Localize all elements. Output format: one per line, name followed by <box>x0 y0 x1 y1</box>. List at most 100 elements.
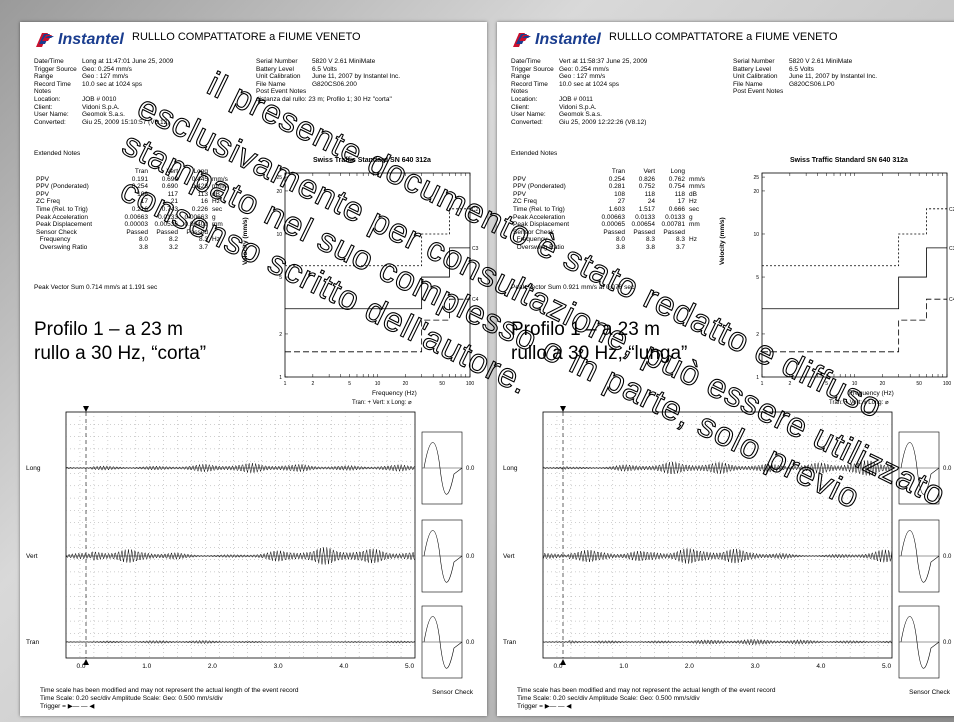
info-value: 5820 V 2.61 MiniMate <box>789 58 853 65</box>
cell-value: 8.3 <box>645 236 655 244</box>
table-row: Time (Rel. to Trig) 0.216 0.743 0.226 sec <box>34 206 230 214</box>
x-tick-label: 1 <box>284 381 287 387</box>
table-row: Peak Acceleration 0.00663 0.0133 0.0133 g <box>511 214 707 222</box>
cell-value: 0.00003 <box>124 221 149 229</box>
cell-value: 0.0133 <box>635 213 655 221</box>
time-tick-label: 1.0 <box>619 663 628 670</box>
info-key: Date/Time <box>511 58 541 65</box>
chart-title: Swiss Traffic Standard SN 640 312a <box>313 157 431 164</box>
time-tick-label: 0.0 <box>76 663 85 670</box>
channel-label-vert: Vert <box>503 553 515 560</box>
cell-value: 0.752 <box>638 183 655 191</box>
cell-value: 118 <box>644 190 655 198</box>
cell-value: 3.8 <box>615 243 625 251</box>
table-row: Time (Rel. to Trig) 1.603 1.517 0.666 sec <box>511 206 707 214</box>
row-label: Peak Displacement <box>513 221 569 229</box>
cell-unit: mm <box>212 221 223 229</box>
limit-line-c3 <box>762 247 947 310</box>
cell-unit: mm/s <box>212 183 228 191</box>
y-tick-label: 5 <box>279 275 282 281</box>
y-tick-label: 2 <box>279 332 282 338</box>
info-value: 6.5 Volts <box>312 65 337 73</box>
chart-legend: Tran: + Vert: x Long: ⌀ <box>829 400 889 406</box>
cell-value: Passed <box>186 228 208 236</box>
cell-value: 0.445 <box>191 175 208 183</box>
info-value: G820CS06.LP0 <box>789 80 835 88</box>
cell-value: 0.0133 <box>158 213 178 221</box>
info-row: Post Event Notes <box>733 88 877 96</box>
row-label: Overswing Ratio <box>36 243 88 251</box>
cell-value: 8.2 <box>168 236 178 244</box>
info-row: Range Geo : 127 mm/s <box>511 73 647 81</box>
info-key: Trigger Source <box>34 65 77 73</box>
channel-label-long: Long <box>503 465 518 472</box>
info-row: Battery Level 6.5 Volts <box>733 66 877 74</box>
sensor-check-curve <box>423 530 463 583</box>
sensor-check-curve <box>423 616 463 669</box>
info-key: User Name: <box>511 111 546 119</box>
measurement-table: Tran Vert Long PPV 0.254 0.826 0.762 mm/s PPV (P… <box>511 168 707 252</box>
table-row: ZC Freq 17 21 16 Hz <box>34 198 230 206</box>
cell-value: 21 <box>170 198 178 206</box>
footer-note: Time scale has been modified and may not… <box>40 687 299 694</box>
peak-vector-sum: Peak Vector Sum 0.714 mm/s at 1.191 sec <box>34 284 158 291</box>
y-tick-label: 25 <box>276 175 282 181</box>
info-value: Vert at 11:58:37 June 25, 2009 <box>559 58 648 65</box>
cell-value: 0.00400 <box>184 221 209 229</box>
chart-legend: Tran: + Vert: x Long: ⌀ <box>352 400 412 406</box>
x-tick-label: 50 <box>916 381 922 387</box>
cell-value: 0.281 <box>608 183 625 191</box>
cell-value: 0.0133 <box>665 213 685 221</box>
cell-value: 0.00663 <box>124 213 149 221</box>
sensor-check-curve <box>900 616 940 669</box>
cell-value: Passed <box>663 228 685 236</box>
x-axis-label: Frequency (Hz) <box>849 390 894 397</box>
x-tick-label: 1 <box>761 381 764 387</box>
row-label: PPV (Ponderated) <box>36 183 89 191</box>
cell-value: 118 <box>674 190 685 198</box>
cell-unit: mm/s <box>212 175 228 183</box>
info-value: June 11, 2007 by Instantel Inc. <box>789 73 878 81</box>
curve-label: C4 <box>472 297 479 303</box>
column-header: Tran <box>134 168 148 175</box>
info-value: JOB # 0011 <box>559 95 593 103</box>
cell-unit: g <box>212 213 216 221</box>
info-row: Trigger Source Geo: 0.254 mm/s <box>511 66 647 74</box>
info-key: Record Time <box>34 80 71 88</box>
y-tick-label: 20 <box>276 189 282 195</box>
cell-value: 8.3 <box>198 236 208 244</box>
sensor-check-curve <box>900 530 940 583</box>
cell-value: 0.00663 <box>184 213 209 221</box>
info-key: User Name: <box>34 111 69 119</box>
waveform-trace-long <box>542 460 893 476</box>
y-tick-label: 20 <box>753 189 759 195</box>
row-label: Sensor Check <box>36 228 77 236</box>
info-row: Unit Calibration June 11, 2007 by Instant… <box>733 73 877 81</box>
info-value: JOB # 0010 <box>82 95 117 103</box>
curve-label: C3 <box>949 246 954 252</box>
cell-value: 3.8 <box>138 243 148 251</box>
waveform-footer: Time scale has been modified and may not… <box>517 687 775 711</box>
row-label: PPV <box>513 175 527 183</box>
profile-line-1: Profilo 1 – a 23 m <box>511 319 660 340</box>
info-key: Battery Level <box>733 65 771 73</box>
column-header: Vert <box>166 168 178 175</box>
footer-scale: Time Scale: 0.20 sec/div Amplitude Scale… <box>517 695 700 702</box>
curve-label: C3 <box>472 246 479 252</box>
cell-unit: sec <box>689 205 700 213</box>
extended-notes-label: Extended Notes <box>34 150 81 157</box>
profile-line-2: rullo a 30 Hz, “lunga” <box>511 343 688 364</box>
info-value: 5820 V 2.61 MiniMate <box>312 58 376 65</box>
table-row: PPV 108 118 118 dB <box>511 191 707 199</box>
cell-value: 0.254 <box>131 183 148 191</box>
cell-unit: Hz <box>212 198 220 206</box>
cell-unit: mm <box>689 221 700 229</box>
cell-value: 0.254 <box>608 175 625 183</box>
info-value: Long at 11:47:01 June 25, 2009 <box>82 58 174 65</box>
x-tick-label: 20 <box>880 381 886 387</box>
cell-value: 0.666 <box>668 205 685 213</box>
info-key: Client: <box>511 103 530 111</box>
info-row: Location: JOB # 0011 <box>511 96 647 104</box>
table-row: Frequency 8.0 8.3 8.3 Hz <box>511 236 707 244</box>
